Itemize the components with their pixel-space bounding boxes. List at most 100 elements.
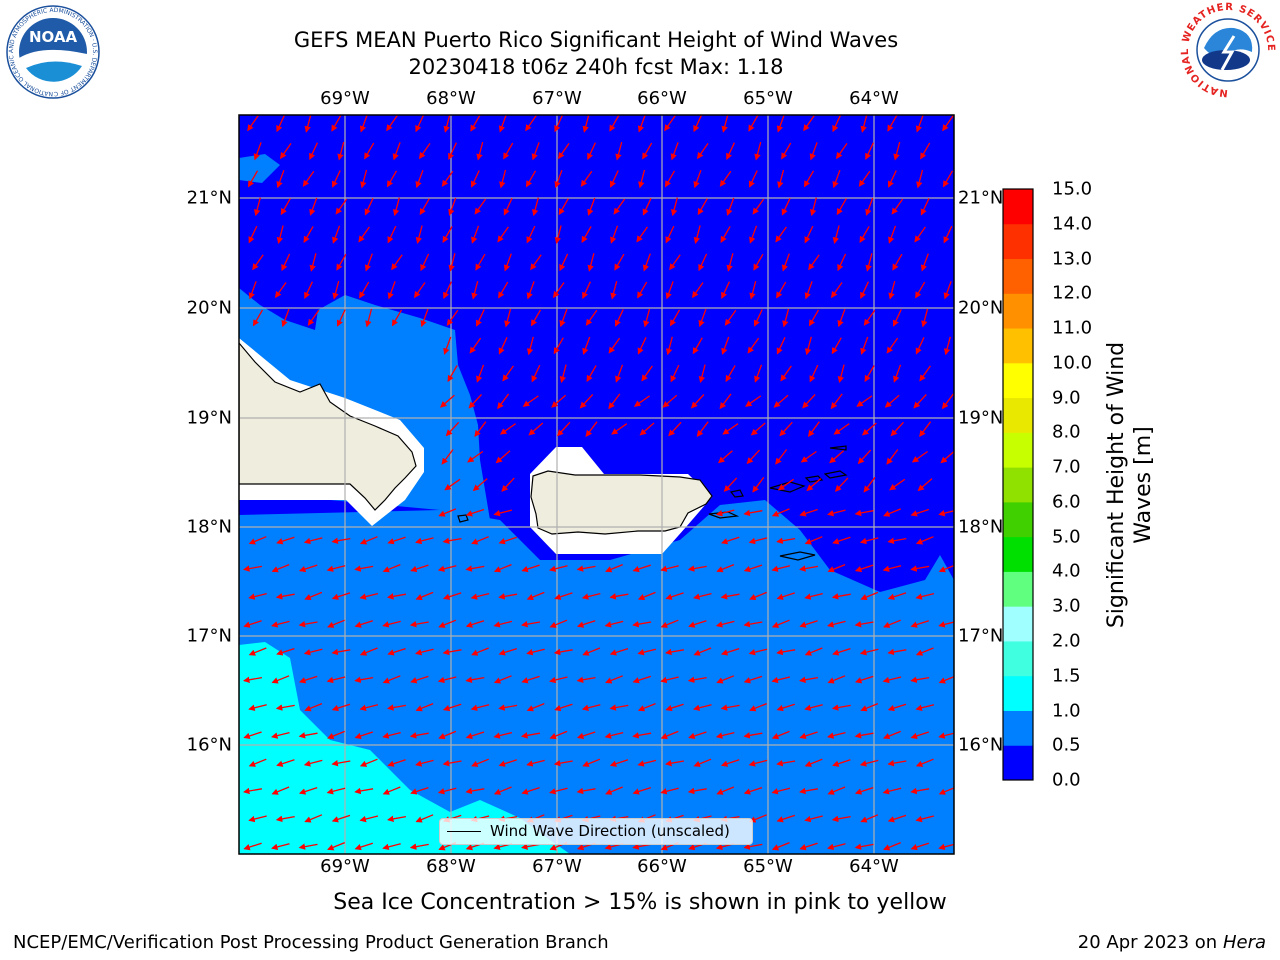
wave-direction-arrow bbox=[559, 253, 569, 272]
wave-direction-arrow bbox=[920, 142, 931, 160]
wave-direction-arrow bbox=[609, 759, 629, 767]
wave-direction-arrow bbox=[670, 142, 679, 161]
wave-direction-arrow bbox=[807, 421, 820, 437]
wave-direction-arrow bbox=[910, 508, 930, 517]
wave-direction-arrow bbox=[498, 593, 518, 600]
wave-direction-arrow bbox=[827, 620, 846, 628]
wave-direction-arrow bbox=[696, 421, 709, 437]
wave-direction-arrow bbox=[309, 142, 318, 160]
wave-direction-arrow bbox=[943, 225, 953, 244]
wave-direction-arrow bbox=[502, 365, 514, 382]
wave-direction-arrow bbox=[387, 536, 406, 545]
wave-direction-arrow bbox=[632, 786, 652, 795]
wave-direction-arrow bbox=[831, 815, 851, 823]
wave-direction-arrow bbox=[913, 394, 927, 409]
wave-direction-arrow bbox=[776, 281, 787, 299]
wave-direction-arrow bbox=[420, 253, 430, 272]
wave-direction-arrow bbox=[915, 758, 934, 767]
wave-direction-arrow bbox=[860, 591, 879, 601]
colorbar-cell bbox=[1003, 606, 1033, 642]
wave-direction-arrow bbox=[864, 365, 875, 383]
wave-direction-arrow bbox=[724, 309, 737, 326]
wave-direction-arrow bbox=[910, 565, 930, 572]
wave-direction-arrow bbox=[439, 394, 455, 408]
wave-direction-arrow bbox=[799, 842, 818, 851]
wave-direction-arrow bbox=[799, 620, 818, 628]
wave-direction-arrow bbox=[409, 732, 429, 739]
wave-direction-arrow bbox=[832, 536, 851, 545]
wave-direction-arrow bbox=[437, 676, 457, 684]
wave-direction-arrow bbox=[327, 730, 345, 740]
wave-direction-arrow bbox=[585, 309, 598, 326]
wave-direction-arrow bbox=[776, 648, 796, 656]
colorbar-cell bbox=[1003, 328, 1033, 364]
land-small-islands bbox=[457, 445, 848, 561]
wave-direction-arrow bbox=[474, 421, 487, 437]
wave-direction-arrow bbox=[886, 337, 899, 354]
wave-direction-arrow bbox=[304, 814, 323, 823]
wave-direction-arrow bbox=[442, 226, 453, 243]
wave-direction-arrow bbox=[443, 336, 452, 355]
wave-direction-arrow bbox=[775, 226, 787, 243]
wave-direction-arrow bbox=[669, 254, 681, 271]
colorbar-tick-label: 14.0 bbox=[1052, 213, 1093, 235]
wave-direction-arrow bbox=[475, 253, 486, 271]
wave-direction-arrow bbox=[442, 537, 462, 544]
wave-direction-arrow bbox=[248, 281, 257, 300]
wave-direction-arrow bbox=[637, 337, 647, 355]
footer-date-text: 20 Apr 2023 on bbox=[1077, 932, 1223, 953]
wave-direction-arrow bbox=[302, 170, 315, 187]
wave-direction-arrow bbox=[639, 422, 655, 436]
wave-direction-arrow bbox=[799, 565, 819, 572]
lon-tick-bottom-65w: 65°W bbox=[743, 856, 793, 877]
wave-direction-arrow bbox=[447, 365, 458, 383]
footer-branch: NCEP/EMC/Verification Post Processing Pr… bbox=[13, 932, 609, 953]
wave-direction-arrow bbox=[391, 309, 403, 327]
wave-direction-arrow bbox=[280, 198, 291, 216]
wave-direction-arrow bbox=[554, 169, 563, 189]
wave-direction-arrow bbox=[749, 591, 767, 601]
wave-direction-arrow bbox=[804, 647, 823, 656]
wave-direction-arrow bbox=[692, 337, 703, 355]
wave-direction-arrow bbox=[498, 647, 517, 656]
wave-direction-arrow bbox=[604, 620, 624, 628]
wave-direction-arrow bbox=[271, 620, 290, 628]
map-frame bbox=[238, 114, 955, 855]
wave-direction-arrow bbox=[387, 704, 407, 711]
wave-direction-arrow bbox=[725, 365, 736, 383]
wave-direction-arrow bbox=[503, 253, 512, 272]
wave-direction-arrow bbox=[613, 198, 626, 215]
wave-direction-arrow bbox=[887, 537, 907, 544]
wave-direction-arrow bbox=[531, 142, 540, 161]
wave-direction-arrow bbox=[638, 169, 646, 189]
wave-direction-arrow bbox=[749, 702, 767, 712]
wave-direction-arrow bbox=[883, 730, 901, 740]
wave-direction-arrow bbox=[247, 115, 259, 132]
wave-direction-arrow bbox=[499, 169, 507, 189]
wave-direction-arrow bbox=[576, 731, 596, 740]
wave-direction-arrow bbox=[470, 115, 481, 132]
land-hispaniola bbox=[239, 342, 417, 511]
wave-direction-arrow bbox=[243, 842, 262, 851]
map-legend: Wind Wave Direction (unscaled) bbox=[439, 818, 753, 845]
wave-direction-arrow bbox=[470, 170, 480, 188]
wave-direction-arrow bbox=[359, 758, 378, 767]
wave-direction-arrow bbox=[915, 704, 935, 711]
wave-direction-arrow bbox=[304, 115, 312, 133]
wave-direction-arrow bbox=[830, 282, 843, 299]
wave-direction-arrow bbox=[608, 393, 621, 410]
wave-direction-arrow bbox=[387, 225, 397, 244]
wave-direction-arrow bbox=[331, 170, 341, 188]
wave-direction-arrow bbox=[887, 592, 907, 600]
wave-direction-arrow bbox=[668, 421, 682, 437]
wave-direction-arrow bbox=[743, 732, 763, 739]
wave-direction-arrow bbox=[553, 648, 573, 656]
wave-direction-arrow bbox=[804, 704, 823, 711]
wave-direction-arrow bbox=[832, 169, 841, 189]
wave-direction-arrow bbox=[331, 592, 351, 600]
wave-direction-arrow bbox=[303, 648, 323, 656]
wave-direction-arrow bbox=[386, 170, 398, 188]
wave-direction-arrow bbox=[271, 563, 290, 573]
wave-direction-arrow bbox=[521, 564, 540, 573]
lon-tick-bottom-64w: 64°W bbox=[849, 856, 899, 877]
